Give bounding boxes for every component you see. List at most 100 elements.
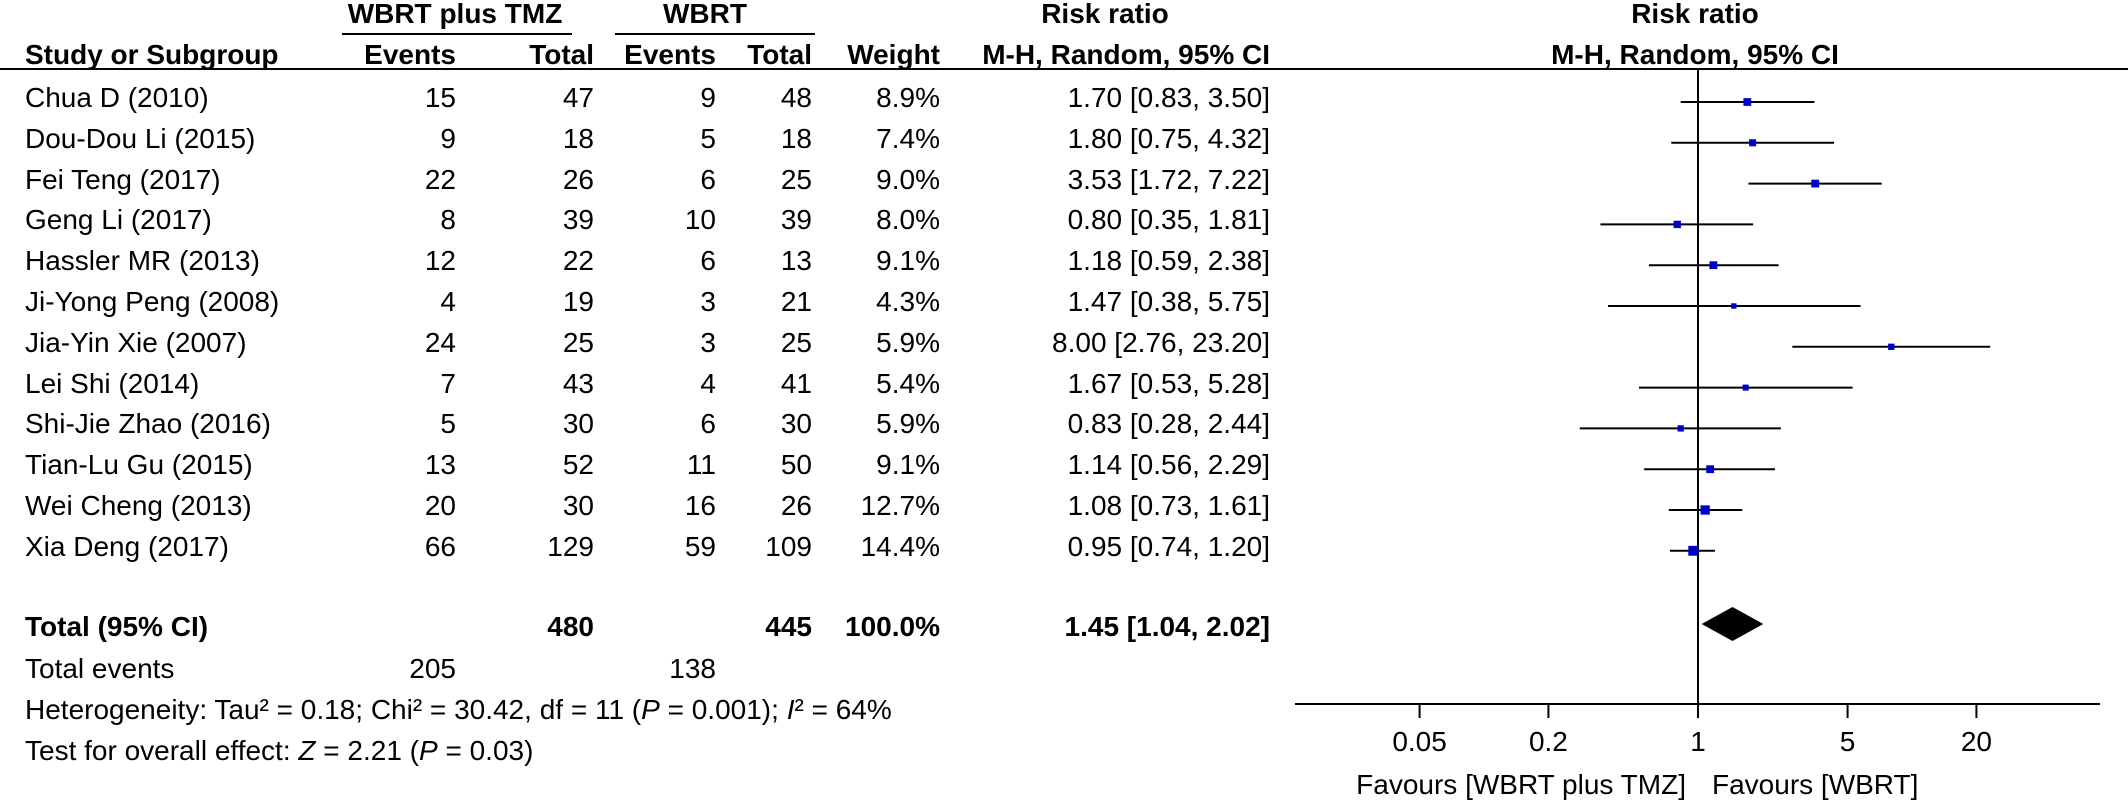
weight-cell: 5.9% (876, 326, 940, 358)
weight-cell: 5.9% (876, 408, 940, 440)
total2-cell: 25 (780, 163, 812, 195)
events2-cell: 9 (700, 82, 716, 113)
weight-cell: 9.0% (876, 163, 940, 195)
header-events2: Events (624, 39, 716, 70)
study-name: Lei Shi (2014) (25, 367, 200, 399)
weight-cell: 9.1% (876, 449, 940, 481)
total1-cell: 52 (562, 449, 594, 481)
weight-cell: 7.4% (876, 122, 940, 154)
point-estimate-marker (1742, 384, 1749, 391)
total1-cell: 30 (562, 490, 594, 521)
study-name: Xia Deng (2017) (25, 530, 229, 562)
x-tick-label: 0.05 (1392, 726, 1447, 757)
total1-cell: 26 (562, 163, 594, 195)
group2-underline (615, 33, 815, 35)
total2-cell: 41 (780, 367, 812, 399)
total-ci: 1.45 [1.04, 2.02] (1064, 611, 1270, 642)
study-name: Chua D (2010) (25, 82, 209, 113)
x-tick-label: 5 (1839, 726, 1856, 757)
events1-cell: 7 (440, 367, 456, 399)
header-study: Study or Subgroup (25, 39, 279, 70)
events2-cell: 6 (700, 163, 716, 195)
x-tick-label: 0.2 (1528, 726, 1568, 757)
weight-cell: 14.4% (860, 530, 940, 562)
total-weight: 100.0% (845, 611, 940, 642)
events2-cell: 11 (686, 449, 716, 481)
study-name: Hassler MR (2013) (25, 245, 260, 277)
total2-cell: 109 (765, 530, 812, 562)
total1-cell: 18 (562, 122, 594, 154)
total-n1: 480 (547, 611, 594, 642)
header-risk-ratio-plot: Risk ratio (1631, 0, 1759, 29)
pooled-diamond (1701, 607, 1764, 641)
total1-cell: 19 (562, 286, 594, 317)
ci-cell: 1.47 [0.38, 5.75] (1067, 286, 1270, 317)
total2-cell: 30 (780, 408, 812, 440)
events2-cell: 59 (684, 530, 716, 562)
ci-cell: 1.08 [0.73, 1.61] (1067, 490, 1270, 521)
events2-cell: 16 (684, 490, 716, 521)
events-e1: 205 (409, 653, 456, 684)
point-estimate-marker (1743, 98, 1752, 106)
total2-cell: 13 (780, 245, 812, 277)
study-name: Ji-Yong Peng (2008) (25, 286, 280, 317)
header-total2: Total (747, 39, 812, 70)
events-label: Total events (25, 653, 175, 684)
group1-underline (342, 33, 572, 35)
total2-cell: 48 (780, 82, 812, 113)
events2-cell: 3 (700, 286, 716, 317)
total1-cell: 43 (562, 367, 594, 399)
events1-cell: 22 (424, 163, 456, 195)
x-tick-label: 20 (1960, 726, 1992, 757)
total1-cell: 129 (547, 530, 594, 562)
study-name: Geng Li (2017) (25, 204, 212, 236)
events2-cell: 6 (700, 408, 716, 440)
events1-cell: 13 (424, 449, 456, 481)
header-group1: WBRT plus TMZ (347, 0, 563, 29)
events1-cell: 66 (424, 530, 456, 562)
total1-cell: 39 (562, 204, 594, 236)
ci-cell: 3.53 [1.72, 7.22] (1067, 163, 1270, 195)
events1-cell: 5 (440, 408, 456, 440)
header-weight: Weight (847, 39, 940, 70)
weight-cell: 8.9% (876, 82, 940, 113)
point-estimate-marker (1709, 261, 1718, 270)
ci-cell: 0.80 [0.35, 1.81] (1067, 204, 1270, 236)
ci-cell: 1.80 [0.75, 4.32] (1067, 122, 1270, 154)
weight-cell: 4.3% (876, 286, 940, 317)
header-method-plot: M-H, Random, 95% CI (1551, 39, 1839, 70)
ci-cell: 1.18 [0.59, 2.38] (1067, 245, 1270, 277)
events1-cell: 15 (424, 82, 456, 113)
header-risk-ratio-table: Risk ratio (1041, 0, 1169, 29)
events-e2: 138 (669, 653, 716, 684)
point-estimate-marker (1731, 303, 1737, 309)
favours-left-label: Favours [WBRT plus TMZ] (1356, 769, 1686, 800)
events2-cell: 10 (684, 204, 716, 236)
events1-cell: 8 (440, 204, 456, 236)
events1-cell: 4 (440, 286, 456, 317)
header-method-table: M-H, Random, 95% CI (982, 39, 1270, 70)
total2-cell: 18 (780, 122, 812, 154)
events2-cell: 3 (700, 326, 716, 358)
ci-cell: 0.83 [0.28, 2.44] (1067, 408, 1270, 440)
ci-cell: 8.00 [2.76, 23.20] (1052, 326, 1270, 358)
header-rule (0, 68, 2128, 70)
total2-cell: 25 (780, 326, 812, 358)
events2-cell: 4 (700, 367, 716, 399)
total1-cell: 47 (562, 82, 594, 113)
point-estimate-marker (1706, 465, 1715, 474)
point-estimate-marker (1673, 220, 1681, 229)
events1-cell: 12 (424, 245, 456, 277)
study-name: Dou-Dou Li (2015) (25, 122, 256, 154)
point-estimate-marker (1700, 505, 1710, 515)
heterogeneity-text: Heterogeneity: Tau² = 0.18; Chi² = 30.42… (25, 694, 892, 725)
events1-cell: 20 (424, 490, 456, 521)
overall-effect-text: Test for overall effect: Z = 2.21 (P = 0… (25, 735, 534, 766)
ci-cell: 1.67 [0.53, 5.28] (1067, 367, 1270, 399)
ci-cell: 1.70 [0.83, 3.50] (1067, 82, 1270, 113)
point-estimate-marker (1749, 139, 1757, 147)
weight-cell: 8.0% (876, 204, 940, 236)
study-name: Wei Cheng (2013) (25, 490, 252, 521)
study-name: Jia-Yin Xie (2007) (25, 326, 247, 358)
